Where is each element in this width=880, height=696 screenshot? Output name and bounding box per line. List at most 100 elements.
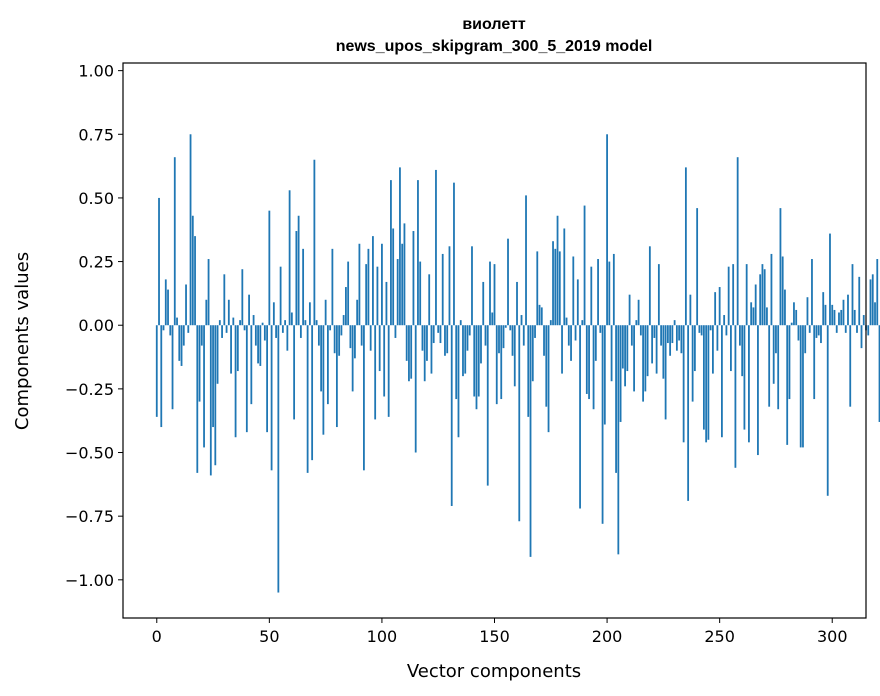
bar <box>320 325 323 392</box>
bar <box>603 325 606 425</box>
bar <box>856 325 858 333</box>
bar <box>831 304 834 326</box>
bar <box>626 325 629 372</box>
bar <box>520 315 523 326</box>
bar <box>522 325 525 346</box>
bar <box>462 325 464 377</box>
bar <box>376 266 379 326</box>
bar <box>689 294 692 326</box>
bar <box>666 325 669 344</box>
bar <box>730 325 732 372</box>
y-tick-label: 0.50 <box>78 189 114 208</box>
bar <box>621 325 624 369</box>
bar <box>356 299 359 326</box>
bar <box>324 299 327 326</box>
bar <box>162 325 165 331</box>
bar <box>853 309 856 326</box>
bar <box>842 299 845 326</box>
bar <box>381 243 383 326</box>
bar <box>826 325 829 496</box>
bar <box>849 325 852 407</box>
bar <box>286 325 289 351</box>
bar <box>878 325 880 422</box>
x-tick-label: 200 <box>592 627 623 646</box>
x-axis-ticks: 0 50 100 150 200 250 300 <box>152 618 848 646</box>
bar <box>693 325 696 372</box>
chart-title-line-1: виолетт <box>462 16 526 33</box>
bar <box>455 325 458 400</box>
bar <box>516 281 518 326</box>
bar <box>799 325 802 448</box>
bar <box>167 289 169 326</box>
bar <box>489 261 491 326</box>
bar <box>279 266 282 326</box>
bar <box>727 266 730 326</box>
bar <box>608 261 611 326</box>
bar <box>838 312 840 326</box>
bar <box>862 315 865 326</box>
bar <box>297 215 300 326</box>
bar <box>793 302 795 326</box>
bar <box>412 231 415 326</box>
bar <box>601 325 604 524</box>
bar <box>802 325 804 448</box>
bar <box>723 315 726 326</box>
bar <box>322 325 325 435</box>
bar <box>423 325 426 382</box>
bar <box>770 253 773 326</box>
bar <box>664 325 667 420</box>
bar <box>835 325 838 333</box>
x-tick-label: 50 <box>259 627 279 646</box>
bar <box>311 325 314 461</box>
bar <box>543 325 545 356</box>
bar <box>333 325 336 354</box>
bar <box>329 325 332 331</box>
bar <box>597 259 599 326</box>
bar <box>752 307 755 326</box>
bar <box>196 325 199 473</box>
bar <box>567 325 570 346</box>
bar <box>684 167 687 326</box>
bar <box>579 325 581 509</box>
bar <box>437 325 440 333</box>
bar <box>405 325 408 361</box>
y-tick-label: 0.75 <box>78 125 114 144</box>
bar <box>772 325 775 384</box>
bar <box>572 256 575 326</box>
x-tick-label: 0 <box>152 627 162 646</box>
bar <box>698 325 701 333</box>
bar <box>293 325 296 420</box>
bar <box>227 299 230 326</box>
bar <box>171 325 174 410</box>
bar <box>401 243 404 326</box>
bar <box>432 325 435 344</box>
bar <box>599 325 602 333</box>
bar <box>473 325 476 397</box>
bar <box>191 215 194 326</box>
bar <box>369 325 372 351</box>
bar <box>820 325 822 344</box>
bar <box>254 325 257 346</box>
bar <box>263 325 266 341</box>
bar <box>741 325 744 377</box>
bar <box>230 325 232 374</box>
bar <box>581 320 584 326</box>
bar <box>718 287 721 326</box>
bar <box>775 325 777 354</box>
bar <box>824 304 827 326</box>
bar <box>750 302 753 326</box>
bar <box>844 325 847 333</box>
bar <box>768 325 771 407</box>
bar <box>270 325 273 471</box>
bar <box>610 325 613 382</box>
bar <box>221 325 223 338</box>
bar <box>619 325 622 422</box>
bar <box>351 325 354 392</box>
bar <box>203 325 205 448</box>
bar <box>441 253 444 326</box>
bar <box>493 264 496 326</box>
bar <box>759 274 762 326</box>
bar <box>189 134 192 326</box>
bar <box>851 264 854 326</box>
bar <box>588 325 590 400</box>
